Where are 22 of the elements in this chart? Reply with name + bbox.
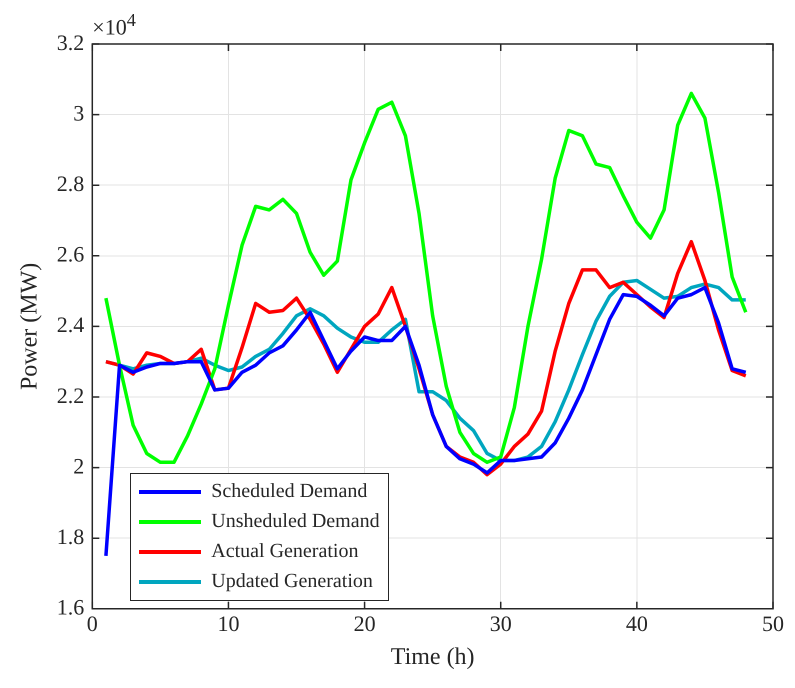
x-axis-title: Time (h) [390,644,475,670]
x-tick-label: 20 [354,610,376,636]
legend-label: Scheduled Demand [211,480,368,504]
x-tick-label: 50 [762,610,784,636]
y-tick-label: 2.8 [56,170,84,196]
x-tick-label: 0 [86,610,98,636]
y-tick-label: 3.2 [56,30,84,55]
x-tick-label: 30 [490,610,512,636]
y-tick-label: 3 [73,100,84,126]
text: ×10$^{4}$ [92,10,136,40]
x-tick-label: 40 [626,610,648,636]
y-tick-label: 2.4 [56,312,84,338]
legend-label: Updated Generation [211,570,373,594]
x-tick-label: 10 [217,610,240,636]
y-tick-label: 2.2 [56,382,84,408]
y-tick-label: 2 [73,453,84,478]
y-tick-label: 1.8 [56,524,84,549]
legend-label: Unsheduled Demand [211,510,380,534]
legend-label: Actual Generation [211,540,358,564]
y-tick-label: 1.6 [56,594,84,620]
y-tick-label: 2.6 [56,242,84,267]
y-axis-title: Power (MW) [16,262,43,390]
